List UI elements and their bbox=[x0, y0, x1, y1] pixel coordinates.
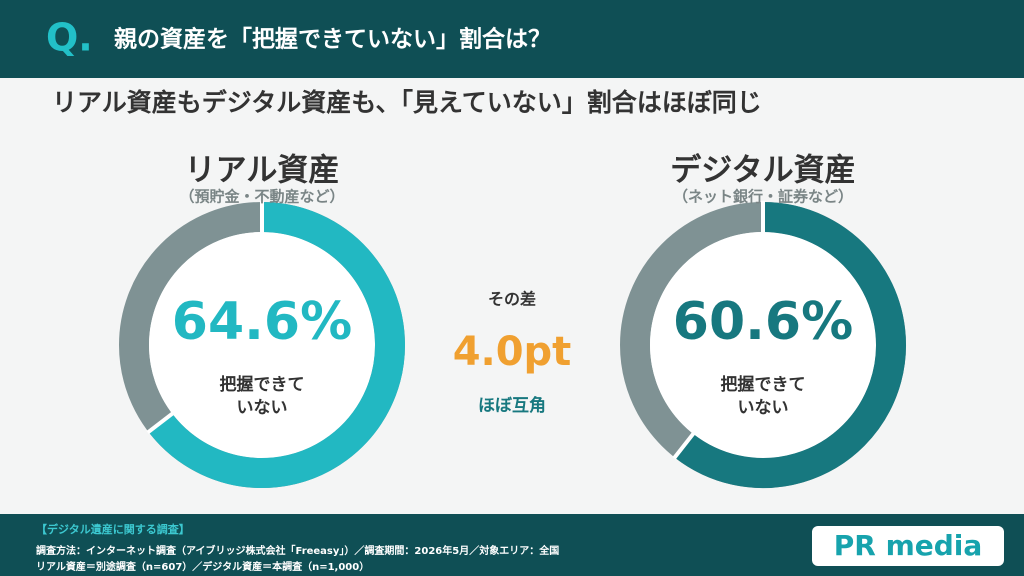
donut-center-label: 把握できて bbox=[220, 374, 305, 395]
donut-center-label: いない bbox=[237, 398, 288, 418]
donut-title: デジタル資産 bbox=[670, 153, 855, 189]
donut-value-label: 64.6% bbox=[172, 292, 352, 352]
subtitle: リアル資産もデジタル資産も、「見えていない」割合はほぼ同じ bbox=[52, 88, 762, 117]
donut-center-label: いない bbox=[738, 398, 789, 418]
segment-gap bbox=[146, 411, 175, 435]
donut-title: リアル資産 bbox=[185, 153, 340, 189]
footer-line: 調査方法：インターネット調査（アイブリッジ株式会社「Freeasy」）／調査期間… bbox=[36, 544, 559, 557]
donut-segment bbox=[674, 202, 906, 488]
logo: PR media bbox=[834, 529, 983, 562]
diff-label: その差 bbox=[488, 290, 536, 309]
footer-title: 【デジタル遺産に関する調査】 bbox=[36, 522, 190, 536]
donut-subtitle: （ネット銀行・証券など） bbox=[673, 188, 853, 206]
donut-segment bbox=[148, 202, 405, 488]
segment-gap bbox=[672, 431, 696, 460]
diff-note: ほぼ互角 bbox=[478, 395, 546, 416]
donut-subtitle: （預貯金・不動産など） bbox=[179, 188, 344, 206]
q-mark: Q. bbox=[46, 16, 93, 60]
logo-box bbox=[812, 526, 1004, 566]
donut-value-label: 60.6% bbox=[673, 292, 853, 352]
donut-center-label: 把握できて bbox=[721, 374, 806, 395]
donut-hole bbox=[650, 232, 876, 458]
header-bar bbox=[0, 0, 1024, 78]
footer-line: リアル資産＝別途調査（n=607）／デジタル資産＝本調査（n=1,000） bbox=[36, 560, 369, 573]
header-title: 親の資産を「把握できていない」割合は？ bbox=[114, 26, 551, 53]
donut-hole bbox=[149, 232, 375, 458]
diff-value: 4.0pt bbox=[453, 329, 572, 375]
